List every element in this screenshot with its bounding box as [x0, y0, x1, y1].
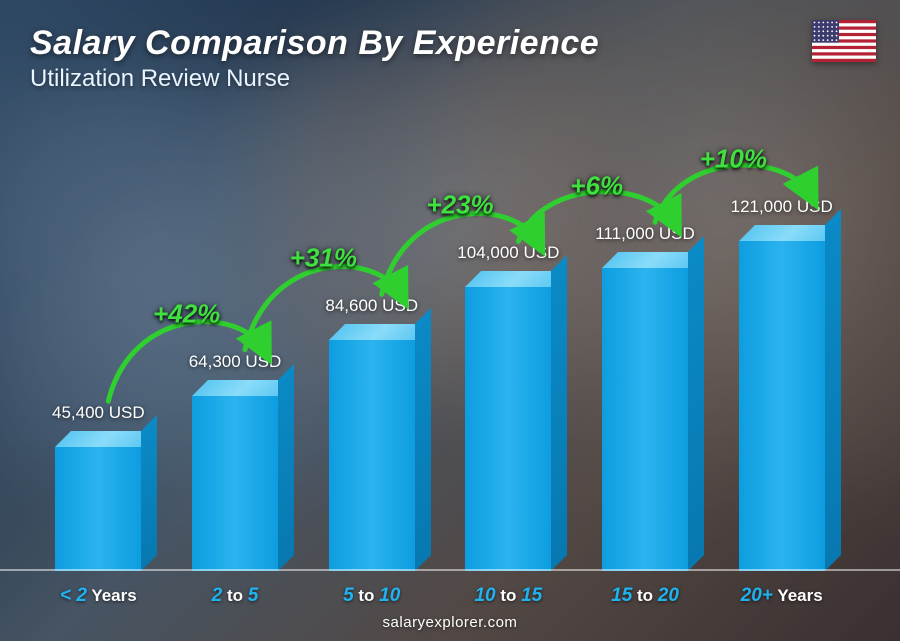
bar-slot: 64,300 USD [167, 396, 304, 571]
title-block: Salary Comparison By Experience Utilizat… [30, 24, 599, 93]
bar [329, 340, 415, 571]
bar [55, 447, 141, 571]
bar-slot: 121,000 USD [713, 241, 850, 571]
bar-value-label: 45,400 USD [52, 403, 145, 423]
x-axis-label: 10 to 15 [440, 585, 577, 607]
bar-slot: 84,600 USD [303, 340, 440, 571]
bar-slot: 104,000 USD [440, 287, 577, 571]
bar-value-label: 111,000 USD [595, 224, 695, 244]
x-axis-label: 5 to 10 [303, 585, 440, 607]
x-axis-label: 2 to 5 [167, 585, 304, 607]
bar-slot: 111,000 USD [577, 268, 714, 571]
bar [192, 396, 278, 571]
bar [465, 287, 551, 571]
bar [739, 241, 825, 571]
chart-area: 45,400 USD64,300 USD84,600 USD104,000 US… [30, 120, 850, 571]
bar-value-label: 121,000 USD [731, 197, 833, 217]
bars-container: 45,400 USD64,300 USD84,600 USD104,000 US… [30, 120, 850, 571]
page-title: Salary Comparison By Experience [30, 24, 599, 63]
bar-value-label: 64,300 USD [189, 352, 282, 372]
x-axis-label: 20+ Years [713, 585, 850, 607]
x-axis-label: < 2 Years [30, 585, 167, 607]
bar-value-label: 84,600 USD [325, 296, 418, 316]
page-subtitle: Utilization Review Nurse [30, 65, 599, 93]
bar-slot: 45,400 USD [30, 447, 167, 571]
bar-value-label: 104,000 USD [457, 243, 559, 263]
x-axis-labels: < 2 Years2 to 55 to 1010 to 1515 to 2020… [30, 585, 850, 607]
infographic-stage: Salary Comparison By Experience Utilizat… [0, 0, 900, 641]
bar [602, 268, 688, 571]
us-flag-icon [812, 20, 876, 62]
footer-attribution: salaryexplorer.com [0, 614, 900, 631]
x-axis-label: 15 to 20 [577, 585, 714, 607]
baseline [0, 569, 900, 571]
